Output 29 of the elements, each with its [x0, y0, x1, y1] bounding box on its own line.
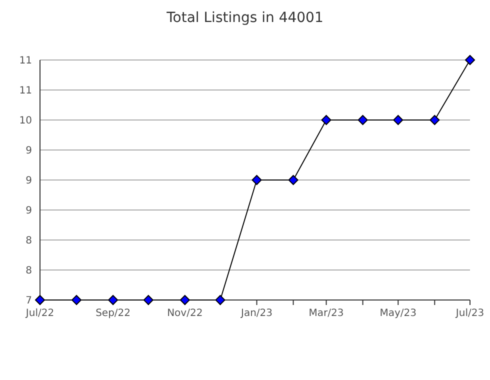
y-tick-label: 11 [19, 56, 32, 66]
point [72, 295, 82, 305]
point [430, 115, 440, 125]
chart-title: Total Listings in 44001 [166, 10, 324, 26]
point [143, 295, 154, 305]
x-tick-label: Jul/23 [454, 308, 484, 319]
x-tick-label: Jul/22 [24, 308, 54, 319]
y-tick-label: 7 [26, 296, 32, 306]
y-tick-label: 9 [26, 206, 32, 216]
point [252, 175, 262, 185]
point [321, 115, 332, 125]
y-tick-label: 8 [26, 236, 32, 246]
y-tick-label: 9 [26, 176, 32, 186]
y-tick-label: 11 [19, 86, 32, 96]
x-tick-label: May/23 [380, 308, 417, 319]
point [215, 295, 226, 305]
y-tick-label: 9 [26, 146, 32, 156]
point [393, 115, 404, 125]
x-tick-label: Sep/22 [96, 308, 131, 319]
x-tick-label: Mar/23 [308, 308, 344, 319]
point [465, 55, 475, 65]
y-tick-label: 10 [19, 116, 32, 126]
point [180, 295, 190, 305]
point [108, 295, 118, 305]
x-tick-label: Nov/22 [167, 308, 203, 319]
point [288, 175, 298, 185]
x-tick-label: Jan/23 [240, 308, 273, 319]
y-tick-label: 8 [26, 266, 32, 276]
point [358, 115, 368, 125]
